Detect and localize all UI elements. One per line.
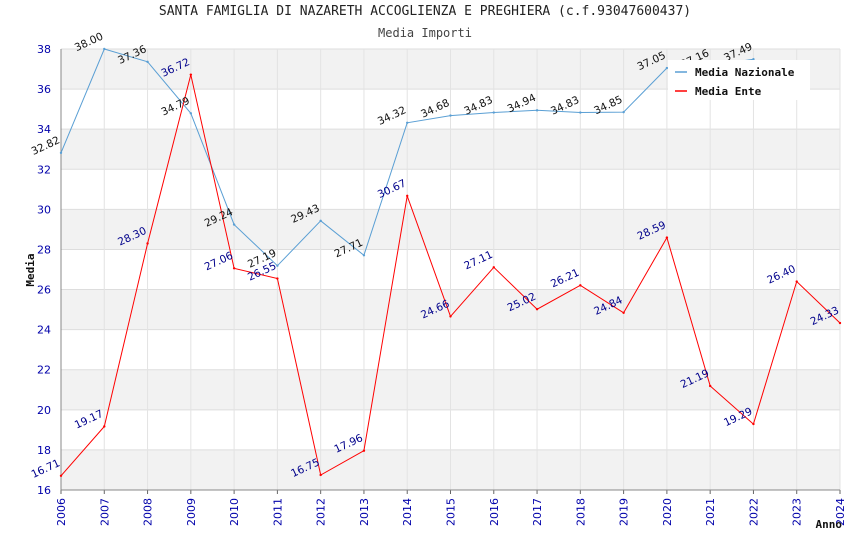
y-tick-label: 30 bbox=[37, 203, 51, 216]
x-tick-label: 2008 bbox=[142, 498, 155, 526]
chart-subtitle: Media Importi bbox=[378, 26, 472, 40]
data-point bbox=[492, 266, 495, 269]
x-tick-label: 2011 bbox=[271, 498, 284, 526]
x-tick-label: 2022 bbox=[747, 498, 760, 526]
data-point bbox=[59, 151, 63, 155]
x-tick-label: 2009 bbox=[185, 498, 198, 526]
data-point bbox=[59, 474, 63, 477]
y-tick-label: 16 bbox=[37, 484, 51, 497]
data-point bbox=[665, 236, 669, 239]
x-tick-label: 2013 bbox=[358, 498, 371, 526]
y-tick-label: 22 bbox=[37, 364, 51, 377]
data-point bbox=[579, 284, 582, 287]
data-point bbox=[146, 242, 149, 245]
y-tick-label: 20 bbox=[37, 404, 51, 417]
legend-label: Media Nazionale bbox=[695, 66, 795, 79]
x-tick-label: 2020 bbox=[661, 498, 674, 526]
y-tick-label: 26 bbox=[37, 284, 51, 297]
data-point bbox=[449, 114, 452, 117]
x-tick-label: 2015 bbox=[445, 498, 458, 526]
x-tick-label: 2006 bbox=[55, 498, 68, 526]
data-point bbox=[103, 425, 106, 428]
legend-label: Media Ente bbox=[695, 85, 762, 98]
data-point bbox=[492, 111, 495, 114]
x-tick-label: 2024 bbox=[834, 498, 847, 526]
y-tick-label: 18 bbox=[37, 444, 51, 457]
data-point bbox=[406, 121, 409, 124]
x-tick-label: 2010 bbox=[228, 498, 241, 526]
x-tick-label: 2012 bbox=[315, 498, 328, 526]
data-point bbox=[319, 219, 322, 222]
data-point bbox=[535, 307, 539, 311]
y-tick-label: 28 bbox=[37, 243, 51, 256]
gridlines bbox=[60, 48, 841, 491]
data-point bbox=[276, 264, 279, 267]
x-axis-title: Anno bbox=[816, 518, 843, 531]
x-tick-label: 2014 bbox=[401, 498, 414, 526]
x-tick-label: 2023 bbox=[791, 498, 804, 526]
y-tick-label: 34 bbox=[37, 123, 51, 136]
x-tick-label: 2017 bbox=[531, 498, 544, 526]
x-tick-label: 2019 bbox=[618, 498, 631, 526]
data-point bbox=[535, 109, 539, 112]
y-tick-label: 24 bbox=[37, 324, 51, 337]
x-tick-label: 2021 bbox=[704, 498, 717, 526]
data-label: 32.82 bbox=[30, 134, 62, 158]
y-axis-title: Media bbox=[24, 253, 37, 286]
y-tick-label: 36 bbox=[37, 83, 51, 96]
data-point bbox=[795, 280, 798, 283]
data-point bbox=[665, 66, 669, 70]
x-tick-label: 2016 bbox=[488, 498, 501, 526]
data-point bbox=[276, 277, 279, 280]
data-point bbox=[189, 112, 193, 115]
y-tick-label: 32 bbox=[37, 163, 51, 176]
data-point bbox=[146, 60, 149, 64]
data-point bbox=[232, 223, 236, 226]
x-tick-label: 2007 bbox=[98, 498, 111, 526]
data-point bbox=[752, 58, 755, 61]
legend: Media Nazionale Media Ente bbox=[668, 60, 810, 100]
legend-box bbox=[668, 60, 810, 100]
data-point bbox=[319, 473, 322, 477]
data-point bbox=[449, 315, 452, 318]
data-point bbox=[406, 194, 409, 198]
data-point bbox=[362, 449, 366, 452]
data-point bbox=[838, 321, 842, 325]
data-point bbox=[752, 422, 755, 426]
data-label: 16.71 bbox=[30, 457, 62, 481]
y-tick-label: 38 bbox=[37, 43, 51, 56]
x-tick-label: 2018 bbox=[574, 498, 587, 526]
data-point bbox=[579, 111, 582, 114]
chart-title: SANTA FAMIGLIA DI NAZARETH ACCOGLIENZA E… bbox=[158, 4, 692, 19]
data-point bbox=[103, 47, 106, 51]
data-point bbox=[708, 384, 712, 388]
data-point bbox=[622, 110, 625, 114]
data-point bbox=[189, 73, 193, 76]
series-lines bbox=[59, 47, 842, 477]
data-point bbox=[232, 267, 236, 270]
data-point bbox=[622, 311, 625, 314]
data-point bbox=[362, 254, 366, 257]
